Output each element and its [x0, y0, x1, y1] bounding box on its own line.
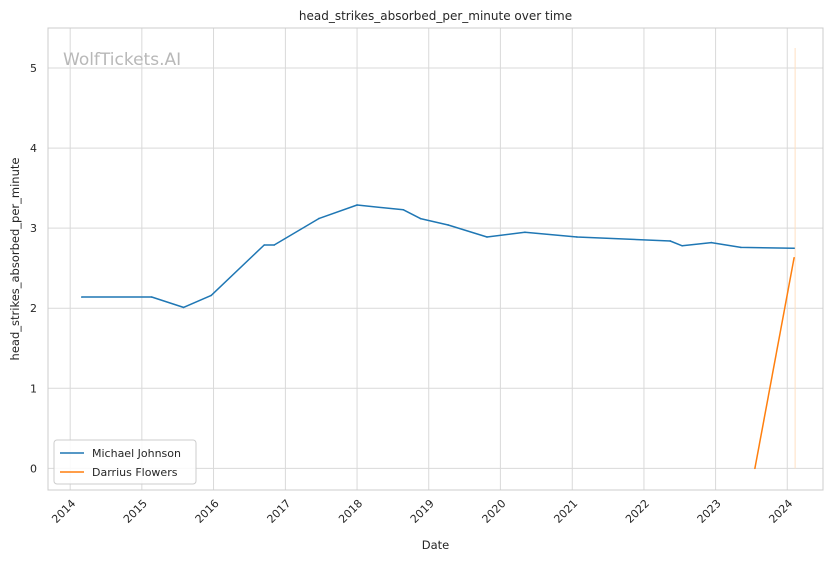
data-point-michael-johnson: [182, 306, 185, 309]
y-tick-label: 4: [30, 142, 37, 155]
x-tick-label: 2017: [265, 497, 294, 526]
data-point-michael-johnson: [317, 217, 320, 220]
data-point-michael-johnson: [524, 231, 526, 233]
legend-box: [53, 439, 197, 485]
data-point-michael-johnson: [402, 208, 405, 211]
x-axis-ticks: 2014 2015 2016 2017 2018 2019 2020 2021 2022 2023…: [49, 497, 795, 526]
y-tick-label: 0: [30, 462, 37, 475]
data-point-michael-johnson: [150, 296, 153, 298]
data-point-michael-johnson: [669, 240, 672, 242]
data-point-michael-johnson: [273, 244, 275, 246]
x-tick-label: 2014: [49, 497, 78, 526]
data-point-michael-johnson: [419, 217, 422, 220]
legend-label: Michael Johnson: [92, 447, 181, 460]
y-tick-label: 3: [30, 222, 37, 235]
data-point-michael-johnson: [210, 294, 212, 297]
data-point-michael-johnson: [263, 244, 265, 246]
data-point-darrius-flowers: [793, 256, 795, 259]
x-tick-label: 2016: [193, 497, 222, 526]
legend-label: Darrius Flowers: [92, 466, 178, 479]
series-layer: [80, 204, 795, 470]
data-point-michael-johnson: [356, 204, 358, 206]
data-point-michael-johnson: [710, 241, 713, 244]
data-point-michael-johnson: [486, 236, 488, 238]
y-tick-label: 5: [30, 62, 37, 75]
x-tick-label: 2022: [623, 497, 652, 526]
watermark: WolfTickets.AI: [63, 50, 181, 70]
y-axis-label: head_strikes_absorbed_per_minute: [8, 158, 22, 361]
x-tick-label: 2018: [336, 497, 365, 526]
y-axis-ticks: 0 1 2 3 4 5: [30, 62, 37, 475]
plot-frame: [47, 27, 824, 491]
x-tick-label: 2024: [766, 497, 795, 526]
data-point-michael-johnson: [576, 236, 578, 238]
y-tick-label: 2: [30, 302, 37, 315]
chart-title: head_strikes_absorbed_per_minute over ti…: [299, 9, 572, 23]
x-axis-label: Date: [422, 538, 450, 552]
x-tick-label: 2019: [408, 497, 437, 526]
data-point-michael-johnson: [80, 296, 83, 298]
x-tick-label: 2015: [121, 497, 150, 526]
data-point-darrius-flowers: [754, 467, 756, 470]
series-line-darrius-flowers: [754, 257, 795, 469]
y-tick-label: 1: [30, 382, 37, 395]
data-point-michael-johnson: [447, 224, 449, 226]
series-line-michael-johnson: [81, 204, 795, 309]
data-point-michael-johnson: [681, 244, 684, 247]
x-tick-label: 2021: [551, 497, 580, 526]
legend: Michael Johnson Darrius Flowers: [53, 439, 197, 485]
data-point-michael-johnson: [740, 246, 742, 249]
grid: [48, 28, 823, 490]
x-tick-label: 2020: [480, 497, 509, 526]
x-tick-label: 2023: [695, 497, 724, 526]
data-point-michael-johnson: [793, 247, 795, 249]
